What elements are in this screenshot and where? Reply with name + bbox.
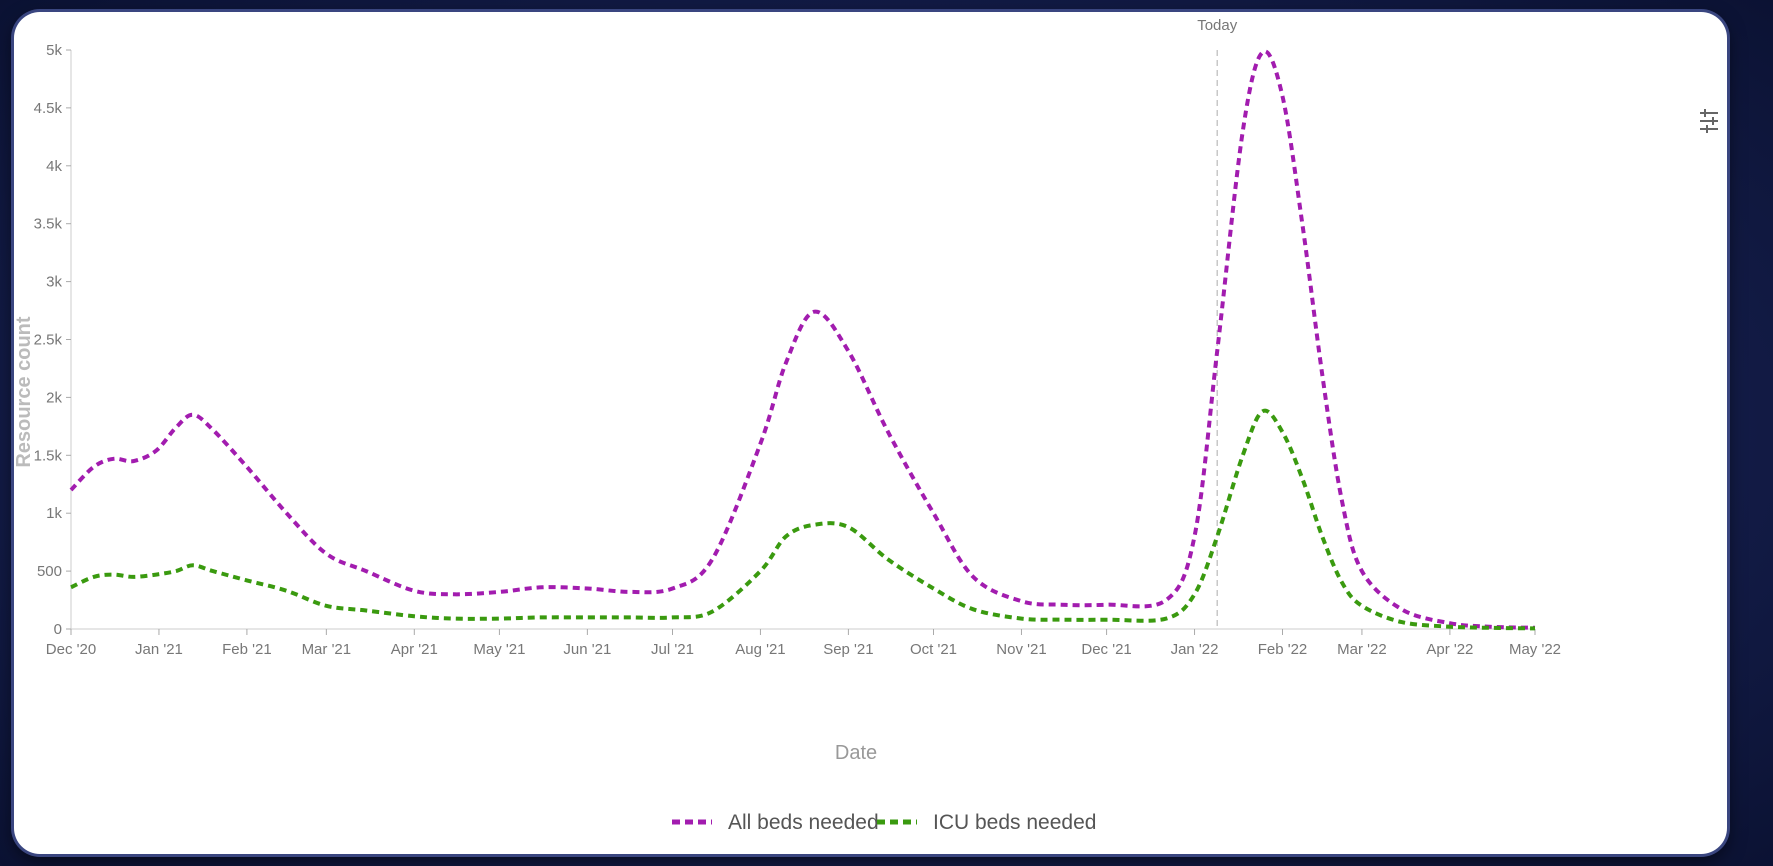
x-tick-label: Sep '21 <box>823 641 873 658</box>
x-tick-label: May '22 <box>1509 641 1561 658</box>
x-tick-label: Feb '22 <box>1258 641 1308 658</box>
x-tick-label: Jan '21 <box>135 641 183 658</box>
x-tick-label: Apr '21 <box>391 641 438 658</box>
x-tick-label: May '21 <box>473 641 525 658</box>
x-tick-label: Jul '21 <box>651 641 694 658</box>
series-line-0 <box>69 49 1536 630</box>
x-tick-label: Apr '22 <box>1426 641 1473 658</box>
y-tick-label: 4.5k <box>34 100 63 117</box>
line-chart: 0 500 1k 1.5k 2k 2.5k 3k 3.5k 4k 4.5k 5k Dec '20 Ja… <box>14 17 1561 834</box>
y-tick-label: 4k <box>46 158 62 175</box>
today-label: Today <box>1197 17 1238 34</box>
x-tick-label: Mar '21 <box>302 641 352 658</box>
x-tick-label: Feb '21 <box>222 641 272 658</box>
filter-settings-icon <box>1700 109 1718 133</box>
chart-card: 0 500 1k 1.5k 2k 2.5k 3k 3.5k 4k 4.5k 5k Dec '20 Ja… <box>14 12 1727 854</box>
legend-label-0: All beds needed <box>728 811 879 834</box>
y-tick-label: 5k <box>46 42 62 59</box>
series-layer <box>69 49 1536 631</box>
x-tick-label: Jan '22 <box>1171 641 1219 658</box>
chart-menu-button[interactable] <box>1696 108 1722 136</box>
y-tick-label: 2k <box>46 389 62 406</box>
x-tick-label: Dec '20 <box>46 641 96 658</box>
series-line-1 <box>70 408 1536 631</box>
x-tick-label: Aug '21 <box>735 641 785 658</box>
x-tick-label: Dec '21 <box>1081 641 1131 658</box>
y-axis: 0 500 1k 1.5k 2k 2.5k 3k 3.5k 4k 4.5k 5k <box>34 42 72 638</box>
x-tick-label: Mar '22 <box>1337 641 1387 658</box>
y-tick-label: 500 <box>37 563 62 580</box>
y-tick-label: 3k <box>46 274 62 291</box>
y-tick-label: 1.5k <box>34 447 63 464</box>
legend: All beds needed ICU beds needed <box>672 811 1096 834</box>
x-tick-label: Jun '21 <box>563 641 611 658</box>
legend-label-1: ICU beds needed <box>933 811 1096 834</box>
y-tick-label: 3.5k <box>34 216 63 233</box>
today-marker: Today <box>1197 17 1238 629</box>
y-tick-label: 0 <box>54 621 62 638</box>
y-tick-label: 1k <box>46 505 62 522</box>
y-tick-label: 2.5k <box>34 332 63 349</box>
x-axis: Dec '20 Jan '21 Feb '21 Mar '21 Apr '21 May '… <box>46 628 1561 658</box>
x-axis-title: Date <box>835 742 877 764</box>
x-tick-label: Nov '21 <box>996 641 1046 658</box>
y-axis-title: Resource count <box>14 316 35 467</box>
x-tick-label: Oct '21 <box>910 641 957 658</box>
